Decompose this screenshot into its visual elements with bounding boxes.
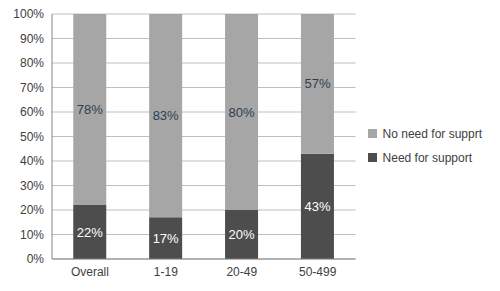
svg-text:83%: 83% (153, 108, 179, 123)
svg-text:22%: 22% (77, 225, 103, 240)
svg-text:80%: 80% (20, 56, 44, 70)
html-text:Need for support: Need for support (382, 150, 472, 165)
svg-text:10%: 10% (20, 228, 44, 242)
svg-text:50-499: 50-499 (299, 265, 337, 279)
html-text:No need for supprt: No need for supprt (382, 126, 482, 141)
svg-text:60%: 60% (20, 105, 44, 119)
svg-text:20-49: 20-49 (226, 265, 257, 279)
svg-text:1-19: 1-19 (154, 265, 178, 279)
svg-text:100%: 100% (13, 8, 44, 21)
svg-text:57%: 57% (304, 76, 330, 91)
svg-text:40%: 40% (20, 154, 44, 168)
svg-text:20%: 20% (20, 203, 44, 217)
svg-text:90%: 90% (20, 32, 44, 46)
svg-text:70%: 70% (20, 81, 44, 95)
svg-text:Overall: Overall (71, 265, 109, 279)
svg-text:0%: 0% (27, 252, 45, 266)
svg-text:50%: 50% (20, 130, 44, 144)
svg-text:30%: 30% (20, 179, 44, 193)
svg-text:43%: 43% (304, 199, 330, 214)
svg-text:20%: 20% (229, 227, 255, 242)
svg-text:17%: 17% (153, 231, 179, 246)
svg-text:78%: 78% (77, 102, 103, 117)
svg-text:80%: 80% (229, 105, 255, 120)
